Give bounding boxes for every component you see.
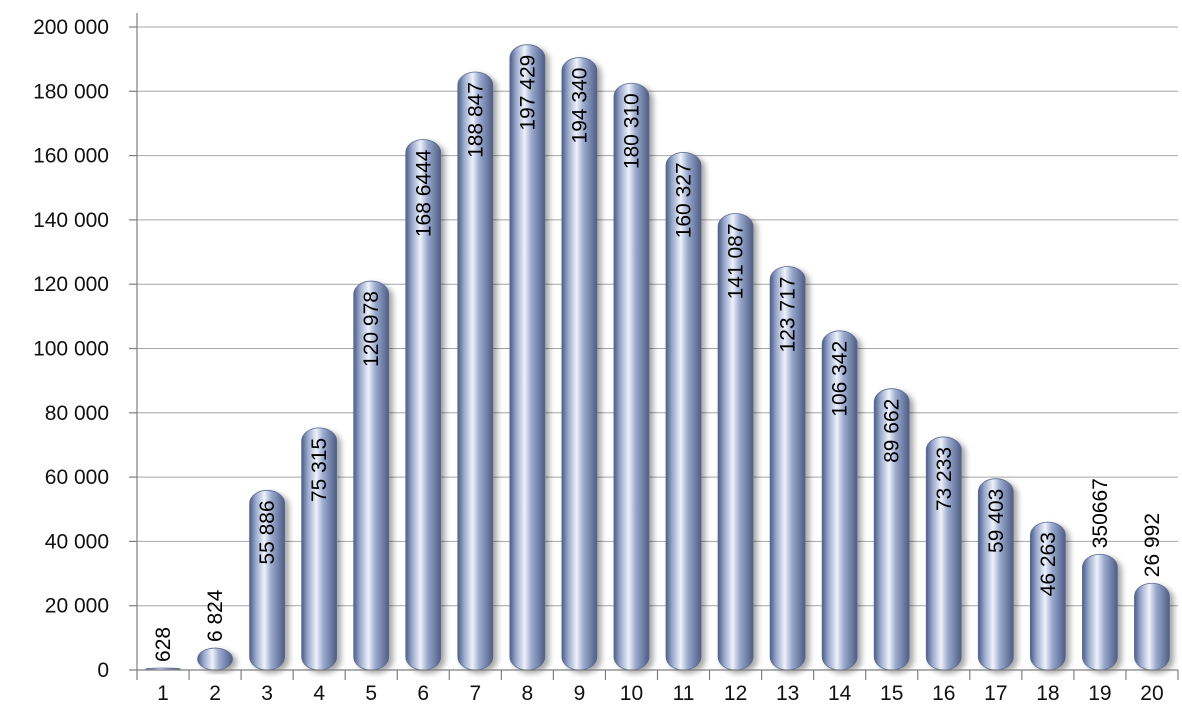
y-tick-label: 180 000 [33,80,109,103]
y-tick-label: 0 [97,659,109,682]
x-tick-label: 2 [209,682,221,705]
y-tick-label: 20 000 [45,595,109,618]
x-tick-label: 4 [313,682,325,705]
x-tick-label: 8 [522,682,534,705]
data-label: 188 847 [464,82,487,158]
x-tick-label: 17 [984,682,1007,705]
y-tick-label: 40 000 [45,530,109,553]
x-tick-label: 7 [469,682,481,705]
gridlines [137,26,1178,607]
bars: 628 6 824 55 886 75 315 120 978 168 6444 188 8… [145,44,1170,671]
x-tick-label: 3 [261,682,273,705]
data-label: 106 342 [829,341,852,417]
data-label: 194 340 [568,68,591,144]
y-tick-label: 160 000 [33,145,109,168]
data-label: 73 233 [933,447,956,511]
data-label: 120 978 [360,291,383,367]
x-tick-label: 14 [828,682,852,705]
bar-19 [1082,553,1118,671]
x-tick-label: 18 [1036,682,1059,705]
data-label: 75 315 [308,438,331,502]
y-tick-label: 140 000 [33,209,109,232]
y-tick-label: 120 000 [33,273,109,296]
data-label: 628 [152,627,175,662]
x-tick-label: 9 [574,682,586,705]
data-label: 89 662 [881,399,904,463]
bar-8 [509,44,546,671]
data-label: 6 824 [204,589,227,642]
x-tick-label: 15 [880,682,903,705]
x-tick-label: 11 [673,682,695,705]
bar-9 [561,57,598,671]
x-tick-label: 10 [620,682,643,705]
y-tick-label: 60 000 [45,466,109,489]
axes [129,13,1179,680]
y-tick-label: 200 000 [33,16,109,39]
x-tick-label: 5 [365,682,377,705]
data-label: 180 310 [620,93,643,169]
x-tick-label: 20 [1140,682,1163,705]
data-label: 59 403 [985,489,1008,553]
data-label: 197 429 [516,55,539,131]
x-tick-label: 19 [1088,682,1111,705]
x-axis-tick-labels: 1 2 3 4 5 6 7 8 9 10 11 12 13 14 15 16 17 18 19 20 [157,682,1163,705]
data-label: 46 263 [1037,532,1060,596]
y-tick-label: 80 000 [45,402,109,425]
data-label: 26 992 [1141,513,1164,577]
bar-7 [457,71,494,671]
data-label: 55 886 [256,500,279,564]
y-axis-tick-labels: 0 20 000 40 000 60 000 80 000 100 000 120 000 1… [33,16,109,682]
x-tick-label: 16 [932,682,955,705]
x-tick-label: 13 [776,682,799,705]
data-label: 168 6444 [412,149,435,237]
y-tick-label: 100 000 [33,338,109,361]
x-tick-label: 12 [724,682,747,705]
bar-10 [613,82,650,671]
bar-20 [1134,582,1170,671]
x-tick-label: 1 [157,682,169,705]
x-tick-label: 6 [417,682,429,705]
data-label: 350667 [1089,478,1112,548]
data-label: 160 327 [673,162,696,238]
data-label: 141 087 [725,223,748,299]
bar-2 [197,647,233,671]
data-label: 123 717 [777,277,800,353]
